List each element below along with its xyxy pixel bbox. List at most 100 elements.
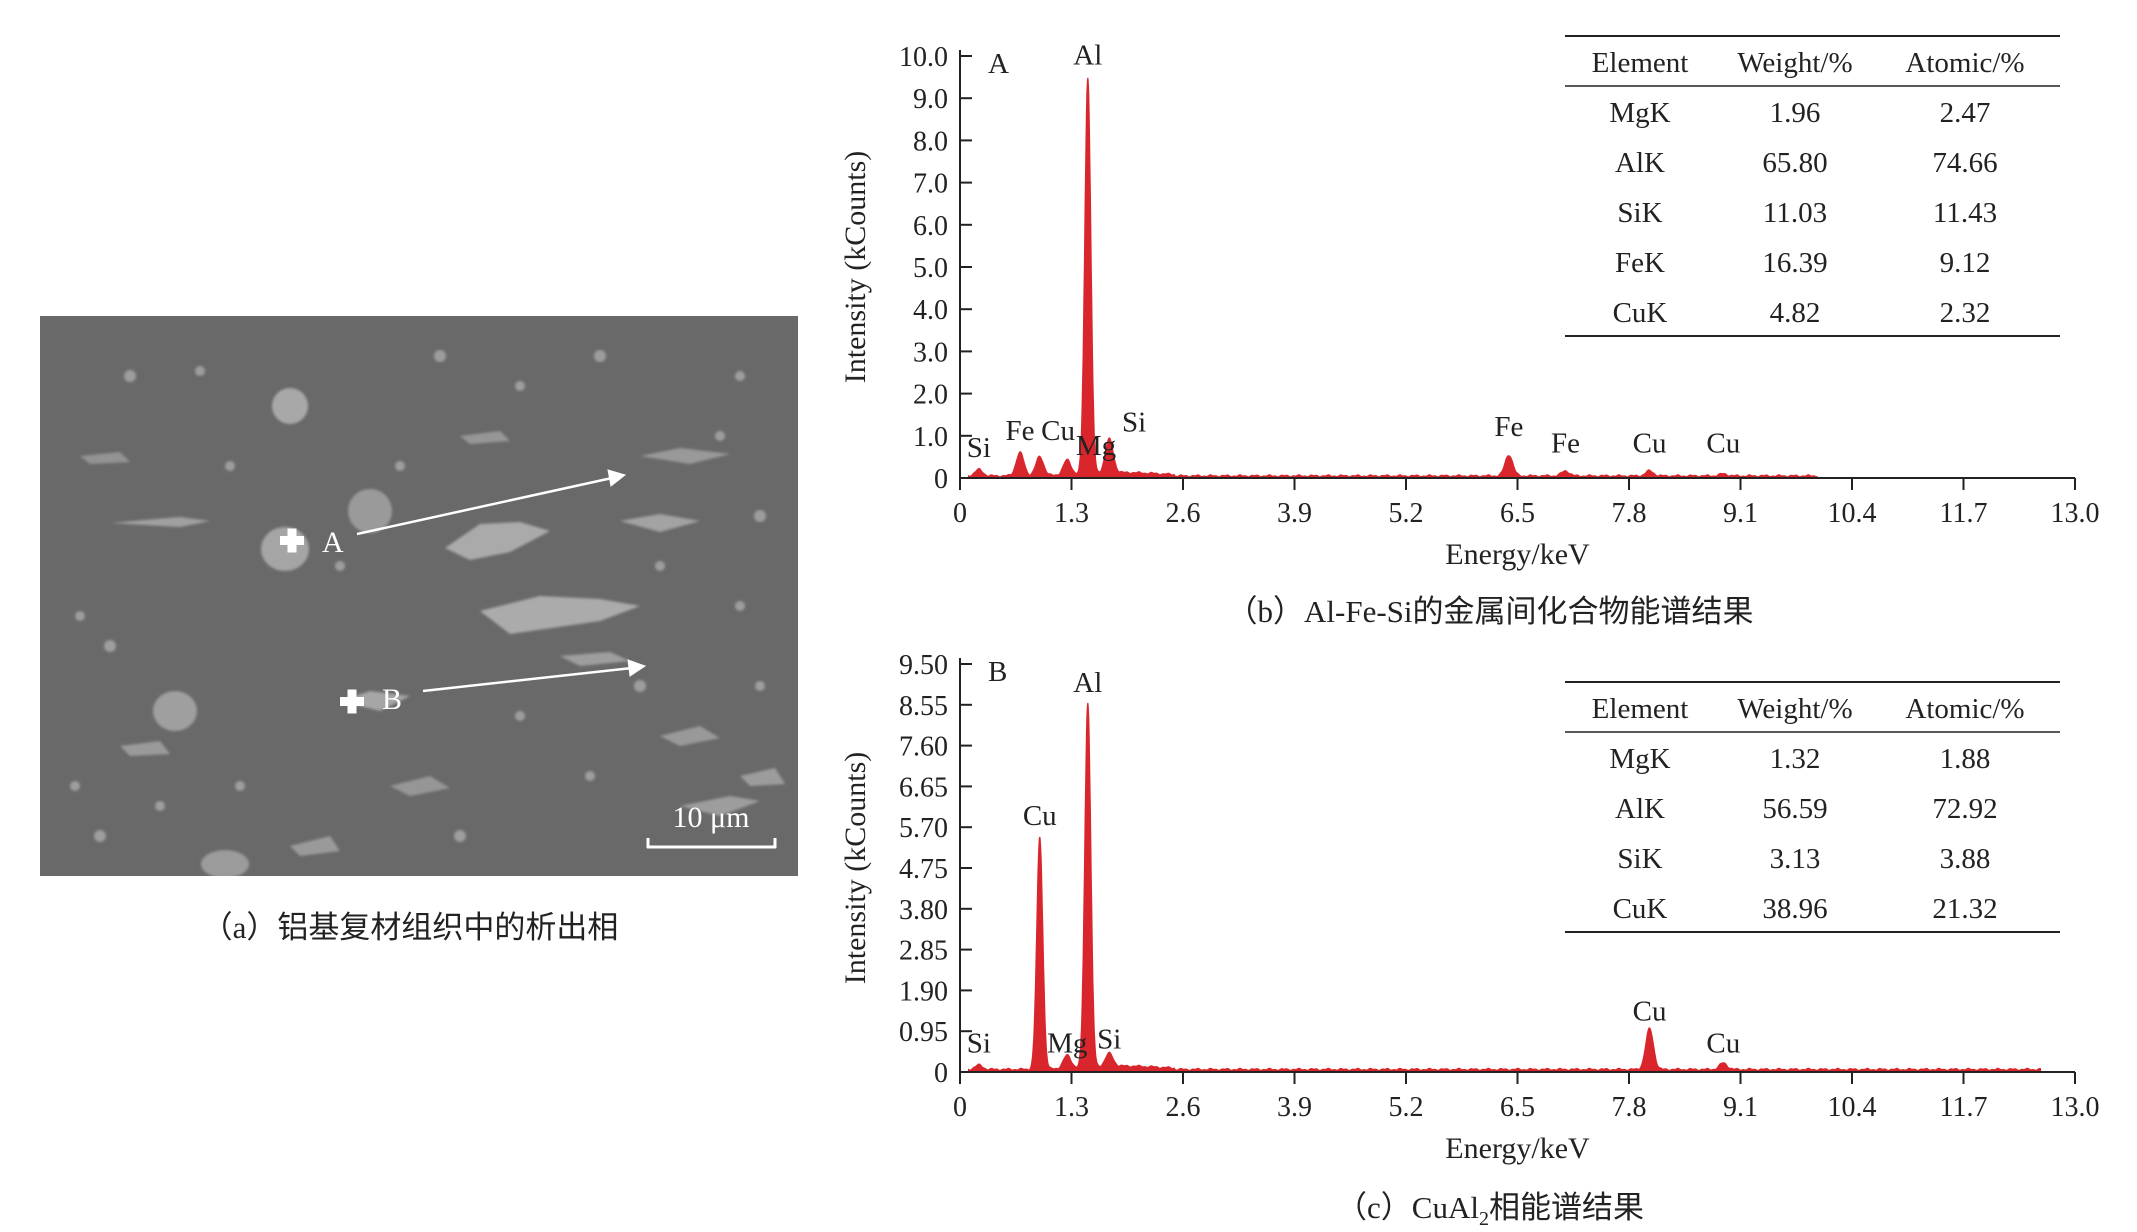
x-tick-label: 5.2 <box>1389 498 1424 529</box>
chart-c-caption-suffix: 相能谱结果 <box>1488 1190 1644 1225</box>
y-tick-label: 3.80 <box>899 895 948 926</box>
peak-label: Mg <box>1047 1028 1087 1060</box>
table-cell: CuK <box>1613 297 1668 329</box>
peak-label: Fe <box>1494 411 1523 443</box>
peak-label: Si <box>967 1028 991 1060</box>
table-cell: 56.59 <box>1762 793 1827 825</box>
point-a-marker <box>280 528 304 553</box>
x-tick-label: 11.7 <box>1940 1092 1988 1123</box>
peak-label: Al <box>1073 39 1102 71</box>
point-b-marker <box>340 689 364 714</box>
sem-image <box>40 316 798 876</box>
table-cell: AlK <box>1615 793 1665 825</box>
peak-label: Fe <box>1006 415 1035 447</box>
table-header-cell: Element <box>1592 693 1689 725</box>
table-header-cell: Element <box>1592 47 1689 79</box>
x-tick-label: 13.0 <box>2051 1092 2100 1123</box>
table-cell: MgK <box>1609 743 1670 775</box>
x-tick-label: 0 <box>953 1092 967 1123</box>
x-tick-label: 0 <box>953 498 967 529</box>
table-cell: 3.13 <box>1770 843 1821 875</box>
y-tick-label: 9.50 <box>899 650 948 681</box>
table-cell: 9.12 <box>1940 247 1991 279</box>
peak-label: Cu <box>1633 428 1667 460</box>
panel-letter: A <box>988 48 1009 80</box>
y-tick-label: 1.0 <box>913 422 948 453</box>
x-tick-label: 7.8 <box>1612 498 1647 529</box>
table-cell: 1.88 <box>1940 743 1991 775</box>
y-tick-label: 8.0 <box>913 126 948 157</box>
x-tick-label: 1.3 <box>1054 1092 1089 1123</box>
table-header-cell: Weight/% <box>1737 47 1852 79</box>
panel-letter: B <box>988 656 1007 688</box>
table-cell: 16.39 <box>1762 247 1827 279</box>
table-cell: 1.96 <box>1770 97 1821 129</box>
table-cell: FeK <box>1615 247 1665 279</box>
peak-label: Si <box>1122 407 1146 439</box>
y-axis-label: Intensity (kCounts) <box>839 151 872 384</box>
x-tick-label: 9.1 <box>1723 498 1758 529</box>
peak-label: Cu <box>1041 415 1075 447</box>
y-tick-label: 0.95 <box>899 1017 948 1048</box>
spectrum-area <box>968 77 1819 479</box>
table-cell: 72.92 <box>1932 793 1997 825</box>
peak-label: Mg <box>1076 430 1116 462</box>
x-tick-label: 2.6 <box>1166 1092 1201 1123</box>
arrow-b <box>422 659 647 693</box>
table-cell: 4.82 <box>1770 297 1821 329</box>
arrow-a <box>356 469 627 536</box>
table-cell: AlK <box>1615 147 1665 179</box>
y-tick-label: 6.65 <box>899 772 948 803</box>
peak-label: Cu <box>1706 428 1740 460</box>
table-cell: SiK <box>1617 197 1662 229</box>
peak-label: Si <box>1097 1023 1121 1055</box>
y-tick-label: 7.60 <box>899 732 948 763</box>
y-tick-label: 0 <box>934 464 948 495</box>
x-tick-label: 6.5 <box>1500 1092 1535 1123</box>
x-tick-label: 1.3 <box>1054 498 1089 529</box>
y-tick-label: 10.0 <box>899 42 948 73</box>
table-header-cell: Atomic/% <box>1905 693 2024 725</box>
y-tick-label: 9.0 <box>913 84 948 115</box>
y-tick-label: 7.0 <box>913 169 948 200</box>
y-tick-label: 2.85 <box>899 936 948 967</box>
table-cell: 2.47 <box>1940 97 1991 129</box>
x-axis-label: Energy/keV <box>1445 1132 1590 1165</box>
sem-micrograph-panel <box>40 316 798 876</box>
table-cell: 11.43 <box>1933 197 1997 229</box>
panel-a-caption: （a）铝基复材组织中的析出相 <box>201 910 619 945</box>
chart-c-caption: （c）CuAl2相能谱结果 <box>1290 1182 1690 1231</box>
table-header-cell: Atomic/% <box>1905 47 2024 79</box>
table-header-cell: Weight/% <box>1737 693 1852 725</box>
scale-bar-label: 10 μm <box>673 801 750 834</box>
x-axis-label: Energy/keV <box>1445 538 1590 571</box>
peak-label: Fe <box>1551 428 1580 460</box>
y-tick-label: 0 <box>934 1058 948 1089</box>
sem-image-graphic <box>40 316 798 876</box>
y-tick-label: 4.0 <box>913 295 948 326</box>
x-tick-label: 3.9 <box>1277 1092 1312 1123</box>
y-tick-label: 5.0 <box>913 253 948 284</box>
y-tick-label: 5.70 <box>899 813 948 844</box>
table-cell: 2.32 <box>1940 297 1991 329</box>
x-tick-label: 13.0 <box>2051 498 2100 529</box>
table-cell: CuK <box>1613 893 1668 925</box>
peak-label: Cu <box>1706 1028 1740 1060</box>
table-cell: 11.03 <box>1763 197 1827 229</box>
table-cell: SiK <box>1617 843 1662 875</box>
x-tick-label: 2.6 <box>1166 498 1201 529</box>
y-tick-label: 4.75 <box>899 854 948 885</box>
x-tick-label: 3.9 <box>1277 498 1312 529</box>
scale-bar: 10 μm <box>646 801 777 849</box>
y-tick-label: 1.90 <box>899 976 948 1007</box>
y-tick-label: 8.55 <box>899 691 948 722</box>
peak-label: Al <box>1073 667 1102 699</box>
x-tick-label: 10.4 <box>1828 498 1877 529</box>
x-tick-label: 10.4 <box>1828 1092 1877 1123</box>
y-tick-label: 2.0 <box>913 380 948 411</box>
